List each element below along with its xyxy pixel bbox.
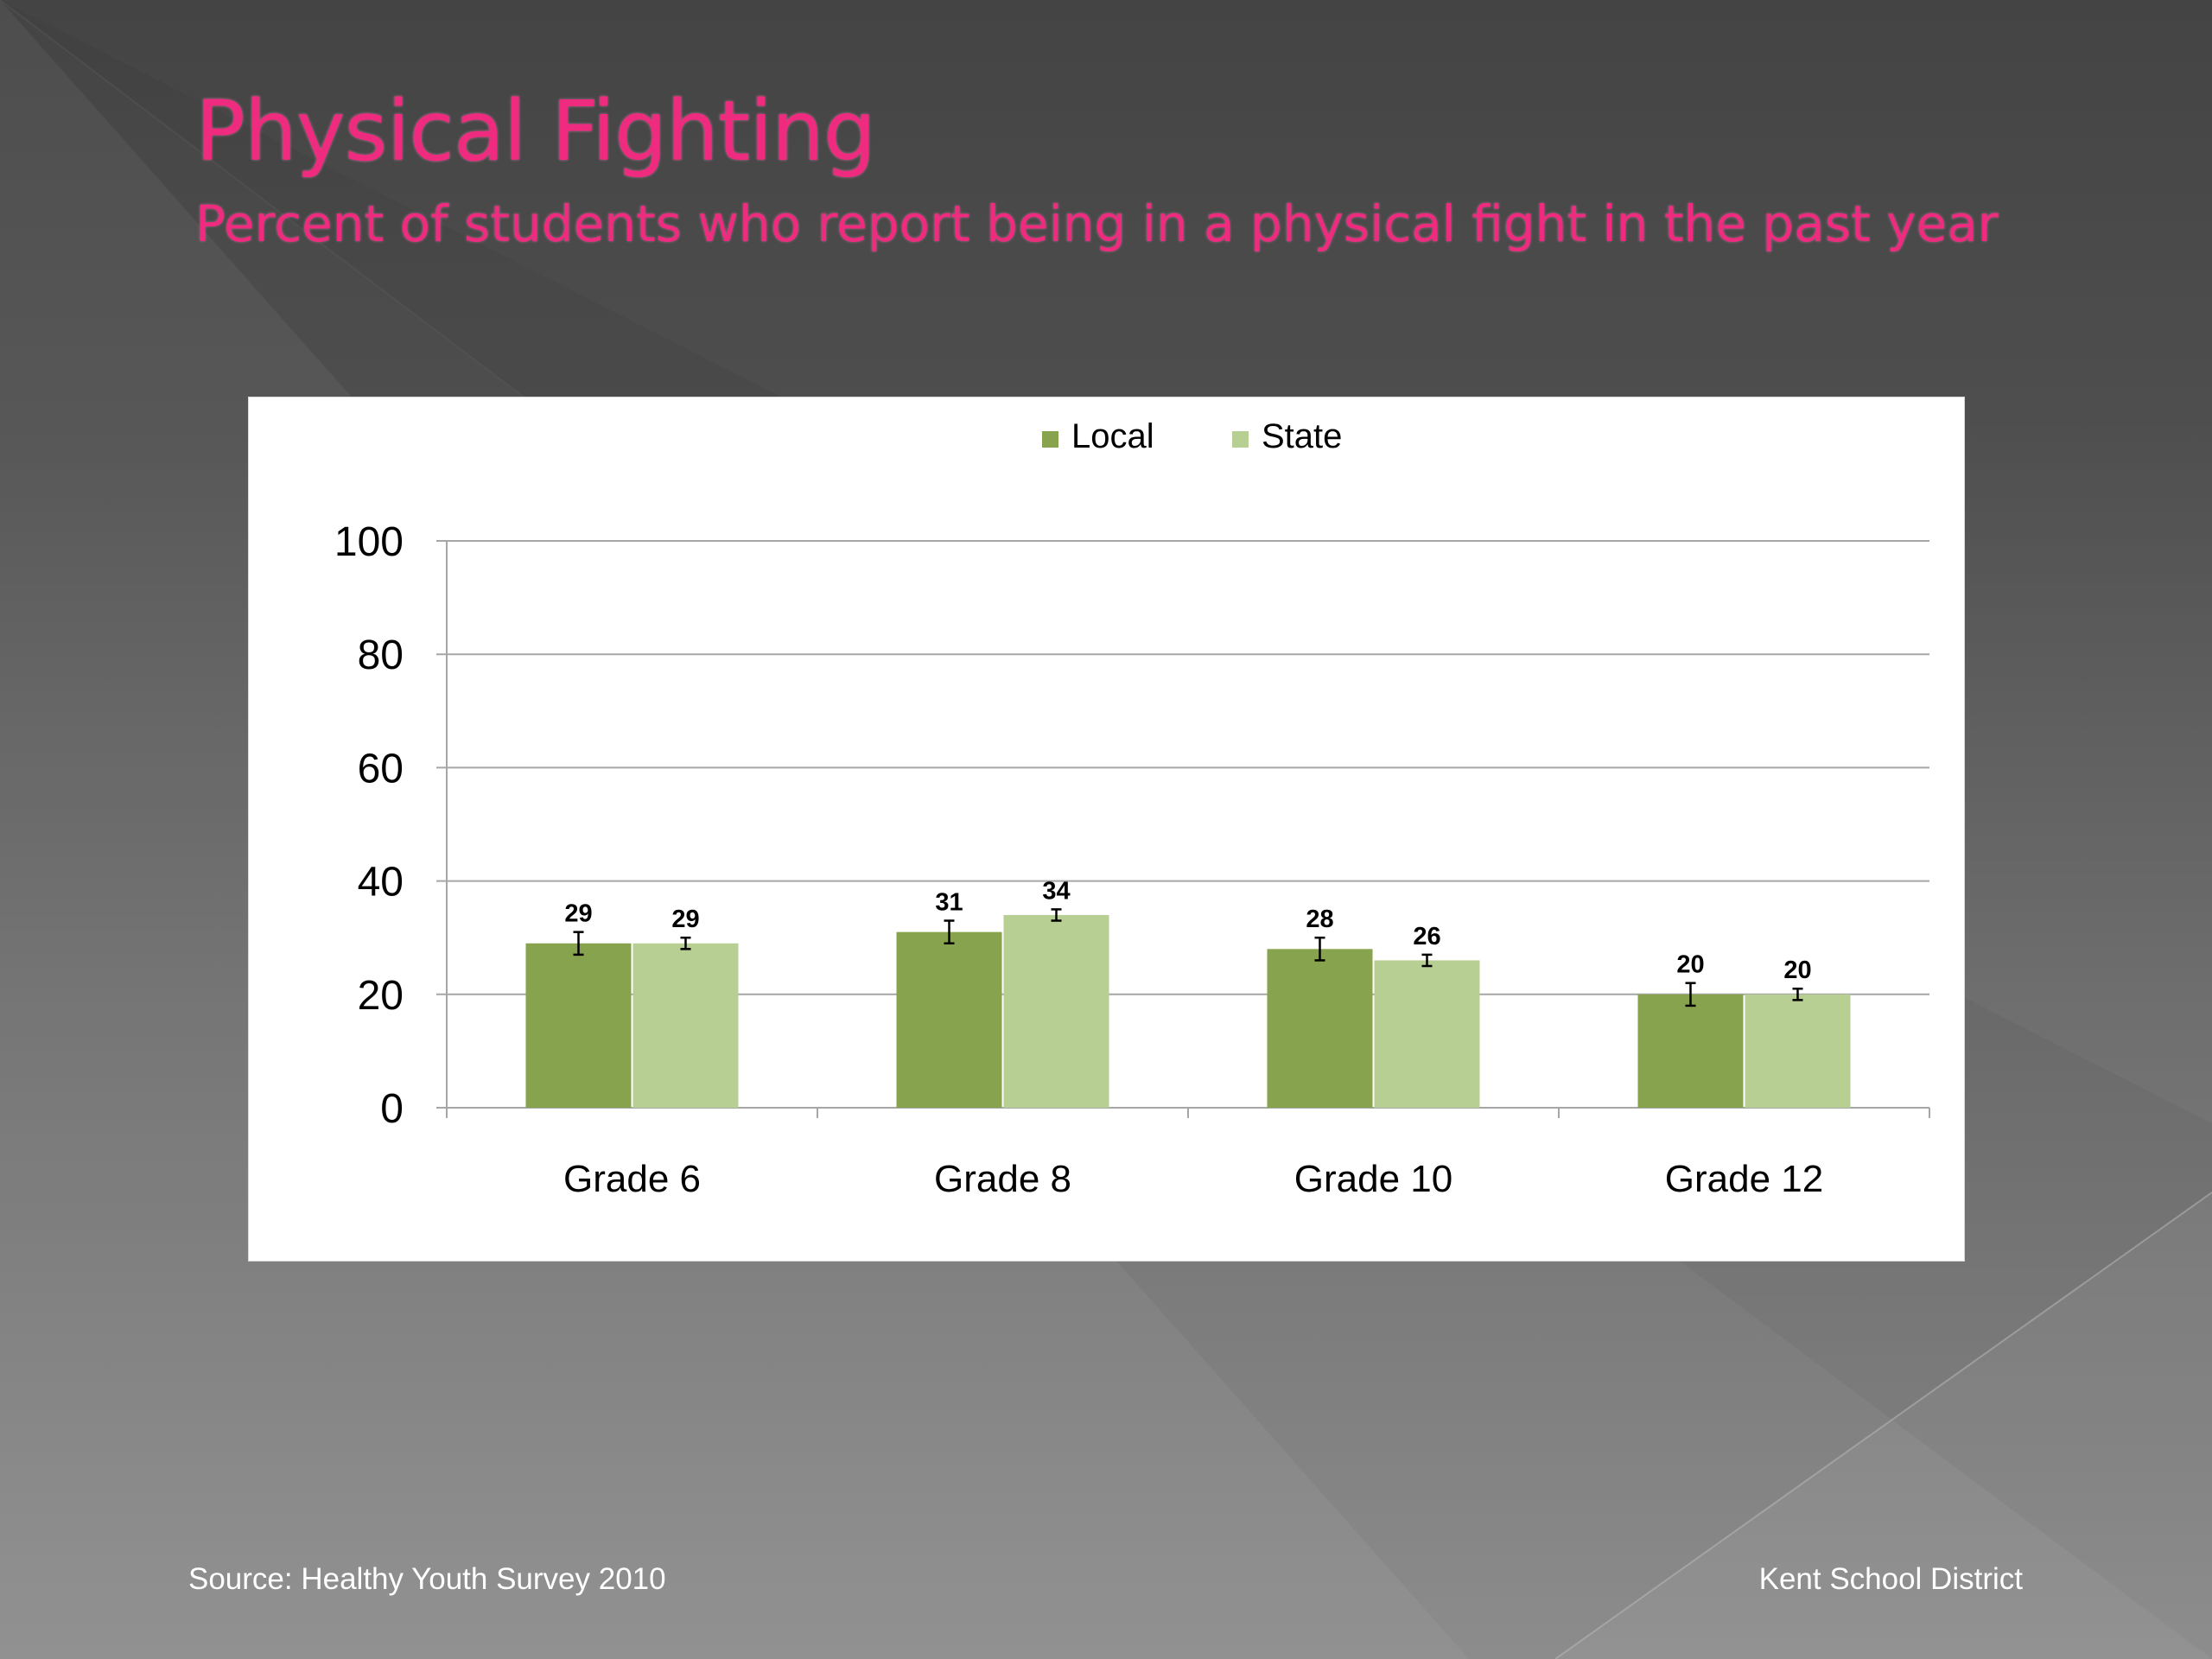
y-tick-label: 20 (358, 973, 404, 1019)
x-category-label: Grade 6 (563, 1158, 701, 1200)
x-category-label: Grade 8 (934, 1158, 1071, 1200)
legend-swatch-state (1232, 431, 1249, 448)
bar-state (632, 943, 739, 1108)
legend-label: Local (1071, 417, 1154, 455)
bar-local (1637, 994, 1744, 1108)
y-tick-label: 40 (358, 860, 404, 906)
source-note: Source: Healthy Youth Survey 2010 (188, 1562, 666, 1596)
chart-panel: 0 20 40 60 80 100 29 29 Grade 6 31 34 Grade 8 28 26 Gr… (248, 397, 1965, 1262)
bar-local (1267, 949, 1373, 1108)
data-label: 20 (1783, 957, 1811, 984)
y-tick-label: 60 (358, 746, 404, 791)
y-tick-label: 80 (358, 632, 404, 678)
x-category-label: Grade 10 (1294, 1158, 1452, 1200)
data-label: 26 (1413, 923, 1440, 950)
data-label: 31 (935, 889, 963, 917)
bar-chart: 0 20 40 60 80 100 29 29 Grade 6 31 34 Grade 8 28 26 Gr… (334, 417, 1930, 1200)
legend-label: State (1262, 417, 1342, 455)
bar-state (1745, 994, 1851, 1108)
y-tick-label: 100 (334, 519, 404, 565)
slide-subtitle: Percent of students who report being in … (195, 194, 1999, 253)
data-label: 34 (1042, 877, 1070, 905)
bar-state (1003, 914, 1109, 1108)
bar-local (896, 931, 1002, 1108)
data-label: 29 (671, 906, 699, 933)
slide-title: Physical Fighting (195, 83, 876, 180)
y-tick-label: 0 (380, 1086, 404, 1132)
organization-name: Kent School District (1758, 1562, 2023, 1596)
x-category-label: Grade 12 (1665, 1158, 1823, 1200)
legend-swatch-local (1042, 431, 1058, 448)
data-label: 20 (1676, 951, 1704, 979)
bar-local (525, 943, 632, 1108)
data-label: 28 (1306, 906, 1333, 933)
data-label: 29 (564, 900, 592, 928)
bar-state (1374, 960, 1480, 1108)
